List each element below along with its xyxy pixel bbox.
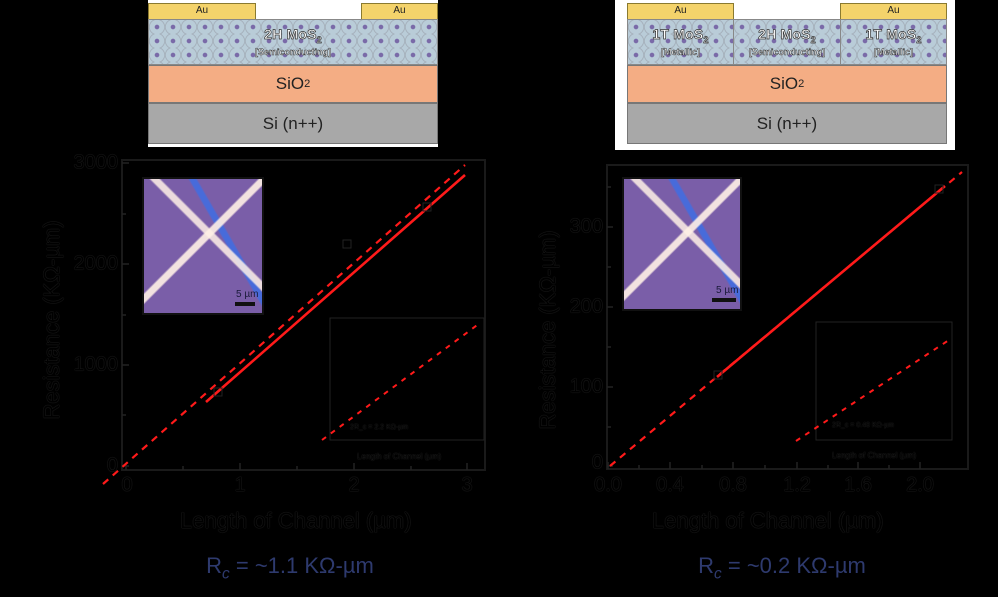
y-tick-label: 2000 — [73, 252, 119, 275]
mos2-region-1t-right: 1T MoS2 [Metallic] — [840, 19, 947, 65]
scale-bar-label: 5 µm — [236, 289, 259, 300]
scale-bar — [235, 302, 255, 306]
y-tick-label: 0 — [106, 454, 118, 477]
x-axis-title: Length of Channel (µm) — [180, 508, 412, 533]
scale-bar-label: 5 µm — [716, 285, 739, 296]
mos2-region-2h: 2H MoS2 [Semiconducting] — [733, 19, 841, 65]
region-subtitle: [Metallic] — [660, 47, 701, 58]
channel-subtitle: [Semiconducting] — [255, 47, 332, 58]
x-tick-label: 0.0 — [594, 474, 622, 496]
contact-resistance-caption: Rc = ~0.2 KΩ-µm — [698, 553, 866, 583]
region-title: 1T MoS2 — [652, 25, 709, 45]
sio2-layer: SiO 2 — [627, 65, 947, 103]
mos2-channel: 2H MoS2 [Semiconducting] — [148, 19, 438, 65]
y-tick-label: 300 — [569, 215, 603, 238]
region-subtitle: [Metallic] — [873, 47, 914, 58]
si-substrate: Si (n++) — [627, 103, 947, 144]
x-tick-label: 2.0 — [906, 474, 934, 496]
si-substrate: Si (n++) — [148, 103, 438, 144]
mos2-region-1t-left: 1T MoS2 [Metallic] — [627, 19, 734, 65]
device-micrograph: 5 µm — [622, 177, 742, 311]
x-tick-label: 3 — [461, 474, 473, 496]
x-axis-title: Length of Channel (µm) — [652, 508, 884, 533]
x-tick-label: 0 — [121, 474, 133, 496]
region-title: 2H MoS2 — [758, 25, 816, 45]
x-tick-label: 1 — [234, 474, 246, 496]
left-device-schematic: Au Au 2H MoS2 [Semiconducting] SiO 2 Si (… — [148, 0, 438, 147]
y-tick-label: 100 — [569, 375, 603, 398]
x-tick-label: 2 — [348, 474, 360, 496]
right-device-schematic: Au Au 1T MoS2 [Metallic] 2H MoS2 [Semico… — [615, 0, 955, 150]
y-tick-label: 200 — [569, 295, 603, 318]
inset-x-title: Length of Channel (µm) — [357, 452, 442, 461]
y-axis-title: Resistance (KΩ-µm) — [535, 230, 560, 430]
y-tick-label: 1000 — [73, 353, 119, 376]
inset-annotation: 2R_c = 2.2 KΩ-µm — [350, 424, 409, 431]
x-tick-label: 0.4 — [656, 474, 684, 496]
scale-bar — [712, 298, 736, 302]
contact-resistance-caption: Rc = ~1.1 KΩ-µm — [206, 553, 374, 583]
y-tick-label: 0 — [591, 451, 603, 474]
x-tick-label: 0.8 — [719, 474, 747, 496]
inset-x-title: Length of Channel (µm) — [832, 451, 917, 460]
x-tick-label: 1.6 — [844, 474, 872, 496]
x-tick-label: 1.2 — [783, 474, 811, 496]
left-chart-plot — [102, 159, 486, 485]
sio2-layer: SiO 2 — [148, 65, 438, 103]
channel-title: 2H MoS2 — [264, 25, 322, 45]
region-subtitle: [Semiconducting] — [749, 47, 826, 58]
inset-annotation: 2R_c = 0.40 KΩ-µm — [832, 422, 894, 429]
y-tick-label: 3000 — [73, 151, 119, 174]
left-chart: 3000 2000 1000 0 0 1 2 3 Length of Chann… — [39, 151, 486, 583]
region-title: 1T MoS2 — [865, 25, 922, 45]
device-micrograph: 5 µm — [142, 177, 264, 315]
